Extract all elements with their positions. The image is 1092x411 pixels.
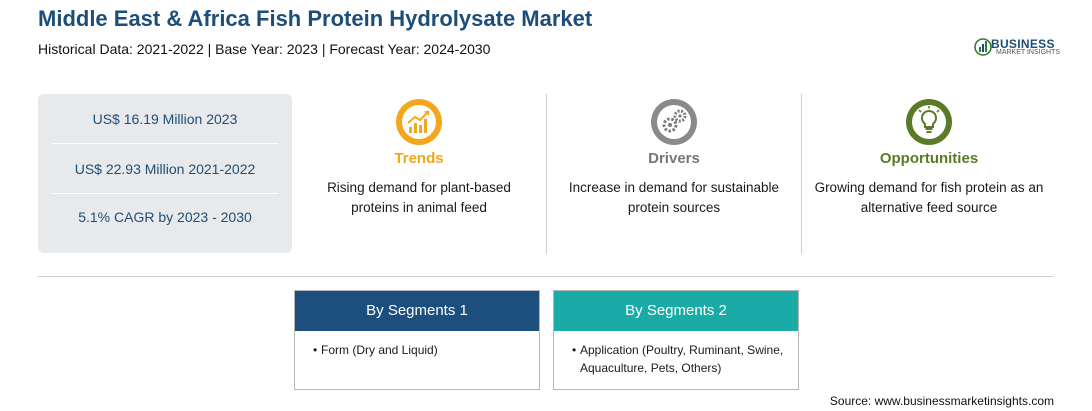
segment-1-list: Form (Dry and Liquid) <box>295 331 539 359</box>
segment-card-1: By Segments 1 Form (Dry and Liquid) <box>294 290 540 390</box>
stat-divider <box>52 193 278 194</box>
trends-description: Rising demand for plant-based proteins i… <box>327 180 511 215</box>
stat-divider <box>52 143 278 144</box>
column-divider <box>801 94 802 254</box>
trend-chart-icon <box>393 96 445 148</box>
segment-2-header: By Segments 2 <box>554 291 798 331</box>
column-divider <box>546 94 547 254</box>
segment-card-2: By Segments 2 Application (Poultry, Rumi… <box>553 290 799 390</box>
opportunities-column: Opportunities Growing demand for fish pr… <box>802 94 1056 254</box>
stats-panel: US$ 16.19 Million 2023 US$ 22.93 Million… <box>38 94 292 253</box>
source-note: Source: www.businessmarketinsights.com <box>829 394 1054 408</box>
segment-1-item: Form (Dry and Liquid) <box>313 341 529 359</box>
logo-subtext: MARKET INSIGHTS <box>996 49 1061 56</box>
stat-market-size-historical: US$ 22.93 Million 2021-2022 <box>74 161 256 177</box>
trends-heading: Trends <box>394 150 444 167</box>
bar-chart-logo-icon <box>974 38 992 56</box>
company-logo[interactable]: BUSINESS MARKET INSIGHTS <box>974 34 1064 60</box>
segment-1-header: By Segments 1 <box>295 291 539 331</box>
segment-2-list: Application (Poultry, Ruminant, Swine, A… <box>554 331 798 377</box>
page-subtitle: Historical Data: 2021-2022 | Base Year: … <box>38 41 491 57</box>
drivers-description: Increase in demand for sustainable prote… <box>568 180 780 215</box>
lightbulb-icon <box>903 96 955 148</box>
stat-market-size-2023: US$ 16.19 Million 2023 <box>92 111 238 127</box>
logo-word: BUSINESS <box>991 37 1055 51</box>
stat-cagr: 5.1% CAGR by 2023 - 2030 <box>78 209 252 225</box>
trends-column: Trends Rising demand for plant-based pro… <box>292 94 546 254</box>
drivers-column: Drivers Increase in demand for sustainab… <box>547 94 801 254</box>
opportunities-description: Growing demand for fish protein as an al… <box>814 180 1044 215</box>
page-title: Middle East & Africa Fish Protein Hydrol… <box>38 6 593 31</box>
gears-icon <box>648 96 700 148</box>
opportunities-heading: Opportunities <box>879 150 979 167</box>
section-divider <box>38 276 1054 277</box>
segment-2-item: Application (Poultry, Ruminant, Swine, A… <box>572 341 788 377</box>
drivers-heading: Drivers <box>648 150 700 167</box>
